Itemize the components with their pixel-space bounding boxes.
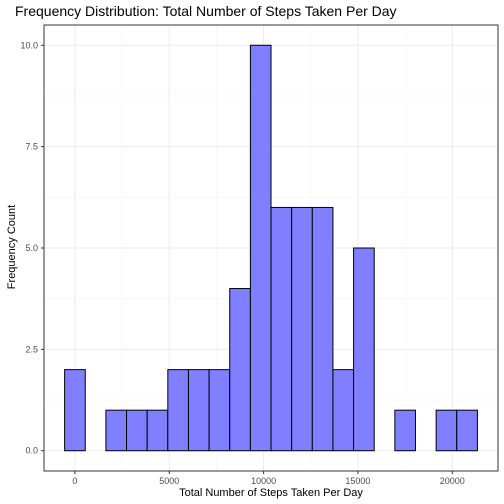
y-tick-label: 2.5: [25, 344, 38, 354]
histogram-bar-7: [209, 370, 230, 451]
y-tick-label: 0.0: [25, 446, 38, 456]
histogram-bar-19: [457, 410, 478, 451]
histogram-bar-6: [188, 370, 209, 451]
histogram-bar-14: [354, 248, 375, 451]
histogram-bar-4: [147, 410, 168, 451]
y-axis-title: Frequency Count: [6, 205, 18, 289]
x-tick-label: 0: [72, 476, 77, 486]
y-tick-label: 10.0: [20, 40, 38, 50]
x-axis-title: Total Number of Steps Taken Per Day: [179, 487, 363, 499]
histogram-bar-18: [436, 410, 457, 451]
y-tick-label: 7.5: [25, 142, 38, 152]
histogram-bar-16: [395, 410, 416, 451]
histogram-bar-2: [106, 410, 127, 451]
histogram-bar-13: [333, 370, 354, 451]
histogram-bar-0: [65, 370, 86, 451]
y-tick-label: 5.0: [25, 243, 38, 253]
x-tick-label: 15000: [345, 476, 370, 486]
histogram-bar-9: [250, 45, 271, 450]
histogram-bar-11: [292, 207, 313, 450]
chart-title: Frequency Distribution: Total Number of …: [15, 3, 397, 19]
x-axis-ticks: 0 5000 10000 15000 20000: [72, 471, 464, 486]
y-axis-ticks: 0.0 2.5 5.0 7.5 10.0: [20, 40, 44, 455]
histogram-bar-5: [168, 370, 189, 451]
histogram-bar-12: [312, 207, 333, 450]
histogram-bar-3: [127, 410, 148, 451]
x-tick-label: 5000: [159, 476, 179, 486]
histogram-bar-8: [230, 289, 251, 451]
x-tick-label: 10000: [251, 476, 276, 486]
x-tick-label: 20000: [440, 476, 465, 486]
histogram-bar-10: [271, 207, 292, 450]
